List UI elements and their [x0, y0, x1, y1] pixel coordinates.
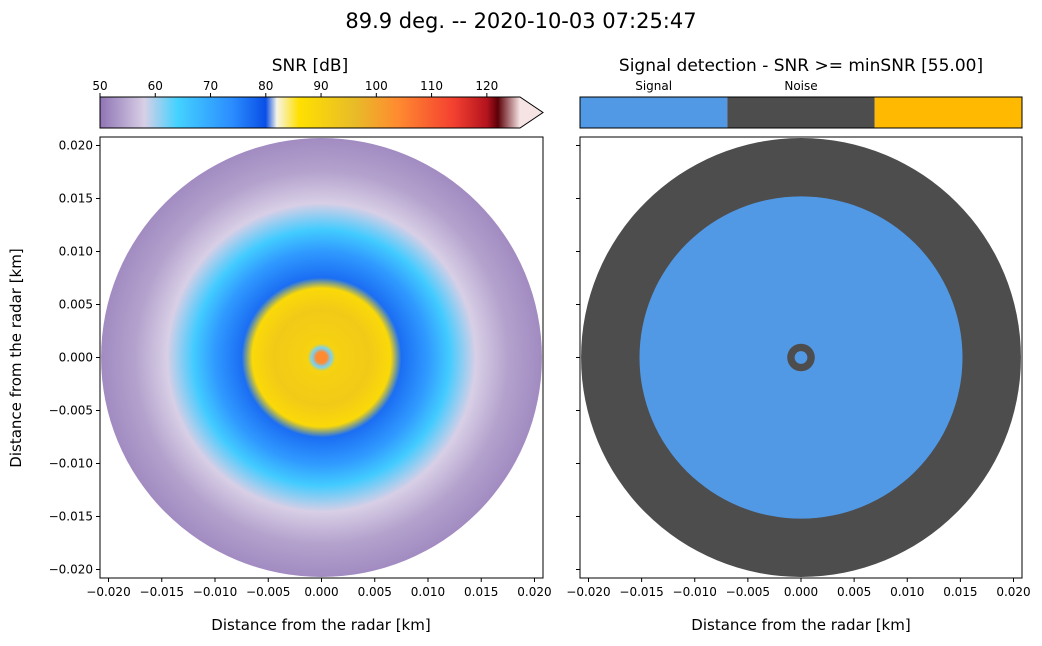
snr-colorbar-tick-label: 80	[258, 79, 273, 93]
y-tick-label: 0.020	[59, 138, 93, 152]
snr-panel: SNR [dB] 50 60 70 80 90 100 110 120 −0.020 −0.01…	[7, 56, 552, 634]
x-tick-label: −0.020	[566, 585, 610, 599]
y-tick-label: 0.015	[59, 191, 93, 205]
detection-colorbar-segment	[727, 97, 875, 128]
snr-colorbar-tick-label: 90	[313, 79, 328, 93]
snr-axes: −0.020 −0.015 −0.010 −0.005 0.000 0.005 0.010 0…	[49, 136, 552, 599]
snr-colorbar-tick-label: 50	[92, 79, 107, 93]
x-tick-label: −0.010	[193, 585, 237, 599]
x-tick-label: 0.015	[943, 585, 977, 599]
x-tick-label: −0.020	[86, 585, 130, 599]
snr-colorbar-extend-arrow	[520, 97, 543, 128]
snr-colorbar-tick-label: 120	[475, 79, 498, 93]
y-tick-label: 0.005	[59, 297, 93, 311]
x-tick-label: 0.000	[304, 585, 338, 599]
x-tick-label: 0.010	[411, 585, 445, 599]
detection-colorbar-label: Noise	[784, 79, 817, 93]
detection-axes: −0.020 −0.015 −0.010 −0.005 0.000 0.005 0.010 0…	[566, 136, 1031, 599]
y-tick-label: −0.015	[49, 510, 93, 524]
snr-colorbar-tick-label: 70	[203, 79, 218, 93]
y-tick-label: 0.010	[59, 244, 93, 258]
detection-colorbar: Signal Noise	[579, 79, 1023, 129]
y-tick-label: −0.005	[49, 404, 93, 418]
snr-ppi-disk	[101, 138, 542, 577]
snr-y-axis-label: Distance from the radar [km]	[7, 248, 25, 467]
detection-ring-signal	[794, 351, 808, 364]
snr-colorbar-tick-label: 100	[365, 79, 388, 93]
snr-plot-area	[101, 138, 542, 577]
x-tick-label: 0.020	[517, 585, 551, 599]
x-tick-label: 0.020	[996, 585, 1030, 599]
y-tick-label: −0.020	[49, 563, 93, 577]
y-tick-label: 0.000	[59, 351, 93, 365]
detection-colorbar-outline	[579, 96, 1023, 129]
x-tick-label: −0.015	[140, 585, 184, 599]
x-tick-label: 0.015	[464, 585, 498, 599]
y-tick-label: −0.010	[49, 457, 93, 471]
detection-x-axis-label: Distance from the radar [km]	[691, 616, 910, 634]
x-tick-label: −0.015	[619, 585, 663, 599]
x-tick-label: −0.005	[246, 585, 290, 599]
detection-colorbar-label: Signal	[635, 79, 672, 93]
x-tick-label: −0.005	[726, 585, 770, 599]
detection-colorbar-segment	[874, 97, 1022, 128]
snr-colorbar-tick-label: 60	[148, 79, 163, 93]
detection-plot-area	[581, 138, 1021, 577]
detection-colorbar-title: Signal detection - SNR >= minSNR [55.00]	[619, 56, 983, 76]
x-tick-label: 0.010	[890, 585, 924, 599]
snr-colorbar-fill	[100, 97, 520, 128]
x-tick-label: 0.005	[358, 585, 392, 599]
x-tick-label: 0.000	[784, 585, 818, 599]
snr-colorbar-title: SNR [dB]	[272, 56, 348, 76]
x-tick-label: 0.005	[837, 585, 871, 599]
figure-title: 89.9 deg. -- 2020-10-03 07:25:47	[345, 9, 696, 33]
snr-colorbar: 50 60 70 80 90 100 110 120	[92, 79, 544, 129]
snr-colorbar-tick-label: 110	[420, 79, 443, 93]
detection-panel: Signal detection - SNR >= minSNR [55.00]…	[566, 56, 1030, 634]
detection-colorbar-segment	[580, 97, 728, 128]
snr-x-axis-label: Distance from the radar [km]	[211, 616, 430, 634]
snr-colorbar-outline	[99, 96, 544, 129]
x-tick-label: −0.010	[673, 585, 717, 599]
